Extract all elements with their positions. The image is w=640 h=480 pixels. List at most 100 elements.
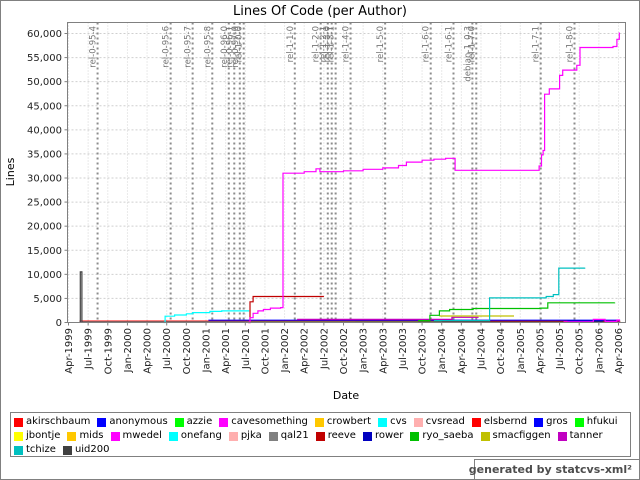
release-label: rel-1-3-0 — [323, 26, 333, 62]
legend-item: elsbernd — [471, 415, 528, 429]
series-line-ryo_saeba — [418, 302, 616, 322]
y-axis-title: Lines — [4, 157, 17, 186]
release-label: rel-1-4-0 — [342, 26, 352, 62]
legend-label: akirschbaum — [26, 416, 91, 427]
legend-label: jbontje — [26, 430, 61, 441]
legend-label: pjka — [240, 430, 262, 441]
release-label: rel-0-95-8 — [203, 26, 213, 68]
legend-swatch — [168, 431, 178, 441]
release-label: rel-1-8-0 — [565, 26, 575, 62]
legend-swatch — [574, 417, 584, 427]
y-tick-label: 20,000 — [27, 222, 62, 233]
legend-swatch — [14, 417, 23, 427]
legend-label: tchize — [26, 444, 56, 455]
series-line-tanner — [297, 316, 479, 320]
y-tick-label: 55,000 — [27, 53, 62, 64]
release-label: rel-0-97-0 — [231, 26, 241, 68]
legend-item: ryo_saeba — [410, 429, 474, 443]
legend-label: reeve — [327, 430, 356, 441]
legend-swatch — [471, 417, 481, 427]
y-tick-label: 60,000 — [27, 29, 62, 40]
x-tick-label: Jul-2000 — [162, 328, 173, 370]
series-line-cvs — [163, 310, 250, 324]
release-label: rel-0-95-6 — [162, 26, 172, 68]
x-tick-label: Oct-2000 — [182, 328, 193, 374]
legend-label: cavesomething — [231, 416, 308, 427]
release-label: rel-1-2-0 — [312, 26, 322, 62]
legend-item: reeve — [315, 429, 356, 443]
legend-swatch — [378, 417, 388, 427]
x-tick-label: Jan-2005 — [516, 328, 527, 373]
legend-label: azzie — [186, 416, 213, 427]
legend-item: tchize — [14, 443, 56, 457]
legend-swatch — [315, 431, 325, 441]
legend-label: cvsread — [425, 416, 465, 427]
legend-label: qal21 — [280, 430, 309, 441]
legend-item: smacfiggen — [480, 429, 551, 443]
release-label: rel-1-6-0 — [422, 26, 432, 62]
x-tick-label: Jul-2005 — [555, 328, 566, 370]
release-label: rel-1-3-1 — [327, 26, 337, 62]
legend-label: onefang — [180, 430, 222, 441]
x-tick-label: Jul-2004 — [477, 328, 488, 370]
x-tick-label: Apr-2003 — [378, 328, 389, 374]
legend-item: tanner — [557, 429, 603, 443]
legend-item: cvs — [378, 415, 407, 429]
legend-item: qal21 — [268, 429, 309, 443]
legend-label: hfukui — [586, 416, 618, 427]
y-tick-label: 15,000 — [27, 246, 62, 257]
release-label: rel-1-1-0 — [286, 26, 296, 62]
x-tick-label: Jan-2004 — [437, 328, 448, 373]
legend-swatch — [14, 445, 23, 455]
release-label: debian-1_0-3 — [463, 26, 473, 82]
x-tick-label: Jul-2001 — [241, 328, 252, 370]
x-tick-label: Jan-2006 — [594, 328, 605, 373]
footer-box — [474, 459, 640, 479]
legend-label: mids — [79, 430, 104, 441]
legend-row: tchize uid200 — [14, 443, 630, 457]
x-tick-label: Oct-1999 — [103, 328, 114, 374]
legend-swatch — [174, 417, 184, 427]
y-tick-label: 0 — [56, 318, 62, 329]
release-label: rel-1-7-1 — [532, 26, 542, 62]
x-tick-label: Oct-2004 — [496, 328, 507, 374]
legend-item: akirschbaum — [14, 415, 90, 429]
legend-label: gros — [546, 416, 568, 427]
x-tick-label: Oct-2002 — [339, 328, 350, 374]
y-tick-label: 5,000 — [33, 294, 62, 305]
legend-swatch — [62, 445, 72, 455]
legend-row: jbontje mids mwedel onefang pjka qal21 reeve ro… — [14, 429, 630, 443]
x-tick-label: Apr-2004 — [457, 328, 468, 374]
legend-swatch — [110, 431, 120, 441]
legend-item: jbontje — [14, 429, 60, 443]
x-tick-label: Jan-2003 — [359, 328, 370, 373]
x-tick-label: Oct-2003 — [418, 328, 429, 374]
legend-swatch — [228, 431, 238, 441]
x-tick-label: Jan-2000 — [123, 328, 134, 373]
legend-item: azzie — [174, 415, 213, 429]
y-tick-label: 50,000 — [27, 77, 62, 88]
legend-item: cavesomething — [219, 415, 308, 429]
release-label: rel-0-96-0 — [220, 26, 230, 68]
release-label: rel-0-96-1 — [225, 26, 235, 68]
release-label: rel-1-5-0 — [376, 26, 386, 62]
legend: akirschbaum anonymous azzie cavesomething cr… — [10, 412, 631, 457]
x-tick-label: Jan-2002 — [280, 328, 291, 373]
legend-item: uid200 — [62, 443, 110, 457]
release-label: rel-0-95-7 — [184, 26, 194, 68]
legend-label: elsbernd — [483, 416, 528, 427]
release-label: rel-1-0-0 — [235, 26, 245, 62]
release-label: rel-1-7-0 — [467, 26, 477, 62]
plot-area: Apr-1999 Jul-1999 Oct-1999 Jan-2000 Apr-2000… — [27, 22, 626, 374]
y-tick-label: 45,000 — [27, 101, 62, 112]
legend-swatch — [14, 431, 23, 441]
x-tick-label: Apr-2005 — [535, 328, 546, 374]
x-tick-label: Oct-2005 — [575, 328, 586, 374]
legend-swatch — [67, 431, 77, 441]
legend-label: smacfiggen — [492, 430, 551, 441]
legend-item: onefang — [168, 429, 222, 443]
legend-swatch — [410, 431, 420, 441]
